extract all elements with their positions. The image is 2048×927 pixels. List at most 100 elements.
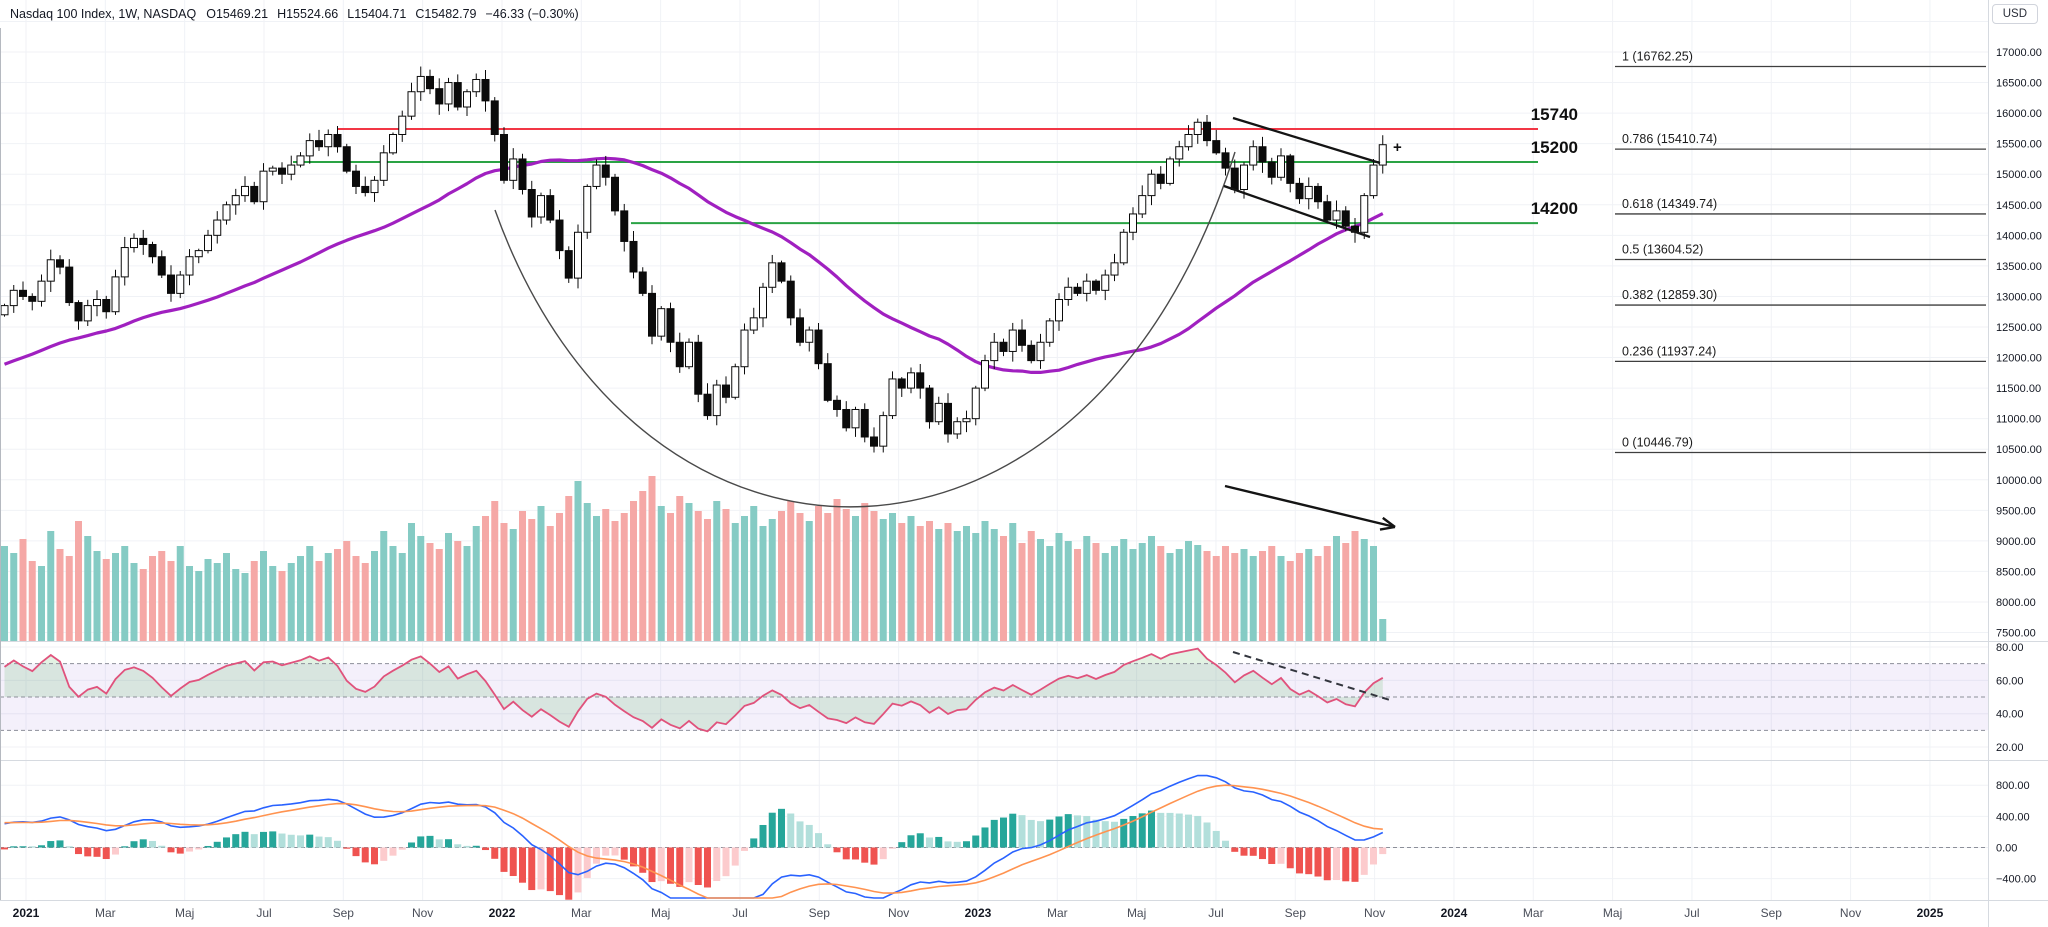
macd-histogram-bar bbox=[361, 847, 369, 863]
macd-histogram-bar bbox=[167, 847, 175, 853]
price-axis[interactable]: 17000.00 16500.00 16000.00 15500.00 15000.00… bbox=[1996, 47, 2042, 886]
candle-body bbox=[1341, 210, 1350, 227]
candle-body bbox=[1323, 201, 1332, 221]
volume-bar bbox=[1351, 531, 1359, 641]
volume-bar bbox=[56, 549, 64, 641]
volume-bar bbox=[454, 541, 462, 641]
time-tick-label: Sep bbox=[1761, 906, 1783, 920]
macd-tick-label: 400.00 bbox=[1996, 811, 2030, 823]
macd-histogram-bar bbox=[759, 824, 767, 848]
volume-bar bbox=[713, 501, 721, 641]
candle-body bbox=[453, 82, 462, 108]
signal-line bbox=[4, 784, 1383, 899]
volume-bar bbox=[741, 516, 748, 641]
macd-histogram-bar bbox=[1018, 815, 1026, 848]
macd-histogram-bar bbox=[565, 847, 573, 900]
time-tick-label: Nov bbox=[412, 906, 433, 920]
price-tick-label: 14000.00 bbox=[1996, 230, 2042, 242]
macd-histogram-bar bbox=[398, 847, 406, 850]
macd-histogram-bar bbox=[953, 841, 961, 848]
volume-bar bbox=[768, 519, 776, 641]
wedge-trendline bbox=[1223, 184, 1371, 239]
time-tick-label: Nov bbox=[1364, 906, 1385, 920]
fib-level-label: 0.236 (11937.24) bbox=[1622, 344, 1716, 358]
volume-bar bbox=[1212, 556, 1220, 641]
macd-histogram-bar bbox=[676, 847, 684, 887]
grid-layer bbox=[0, 0, 1988, 900]
candle-body bbox=[0, 305, 9, 316]
currency-button[interactable]: USD bbox=[1991, 4, 2038, 24]
candle-body bbox=[28, 295, 37, 302]
volume-bar bbox=[426, 543, 434, 641]
fib-level-label: 0.786 (15410.74) bbox=[1622, 132, 1717, 146]
macd-histogram-bar bbox=[1379, 847, 1387, 855]
macd-histogram-bar bbox=[463, 845, 471, 848]
candle-body bbox=[1277, 155, 1285, 178]
symbol-title: Nasdaq 100 Index, 1W, NASDAQ bbox=[10, 7, 197, 21]
macd-histogram-bar bbox=[1074, 815, 1081, 848]
macd-histogram-bar bbox=[1222, 840, 1229, 848]
macd-histogram-bar bbox=[1157, 812, 1165, 848]
macd-histogram-bar bbox=[75, 847, 82, 855]
volume-bar bbox=[889, 513, 896, 641]
volume-layer bbox=[1, 476, 1387, 641]
candle-body bbox=[130, 237, 138, 249]
macd-histogram-bar bbox=[805, 824, 813, 848]
macd-histogram-bar bbox=[1083, 815, 1091, 848]
macd-histogram-bar bbox=[139, 839, 147, 848]
fib-level-label: 0.5 (13604.52) bbox=[1622, 242, 1703, 256]
macd-histogram-bar bbox=[1092, 819, 1100, 848]
macd-histogram-bar bbox=[260, 831, 267, 848]
candle-body bbox=[916, 372, 925, 389]
time-axis[interactable]: 2021 Mar Maj Jul Sep Nov 2022 Mar Maj Jul Sep Nov 20… bbox=[13, 906, 1944, 920]
macd-histogram-bar bbox=[1268, 847, 1276, 865]
volume-bar bbox=[1111, 546, 1118, 641]
macd-histogram-bar bbox=[408, 842, 415, 848]
candle-body bbox=[620, 210, 629, 242]
volume-bar bbox=[260, 551, 267, 641]
volume-bar bbox=[287, 563, 295, 641]
macd-histogram-bar bbox=[278, 833, 286, 848]
macd-histogram-bar bbox=[102, 847, 110, 860]
volume-bar bbox=[1092, 543, 1100, 641]
time-tick-label: 2024 bbox=[1441, 906, 1468, 920]
volume-bar bbox=[1259, 551, 1266, 641]
symbol-legend[interactable]: Nasdaq 100 Index, 1W, NASDAQ O15469.21 H15… bbox=[10, 7, 588, 21]
candle-body bbox=[999, 341, 1008, 352]
fib-level-label: 0.382 (12859.30) bbox=[1622, 288, 1717, 302]
macd-histogram-bar bbox=[1129, 816, 1137, 848]
macd-histogram-bar bbox=[990, 819, 998, 848]
candle-body bbox=[352, 170, 360, 187]
price-tick-label: 16500.00 bbox=[1996, 78, 2042, 90]
rsi-area-fill bbox=[4, 648, 1383, 732]
macd-histogram-bar bbox=[583, 847, 591, 878]
candle-body bbox=[833, 399, 841, 410]
macd-histogram-bar bbox=[1203, 822, 1211, 848]
candle-body bbox=[1184, 133, 1193, 148]
macd-histogram-bar bbox=[657, 847, 665, 882]
time-tick-label: Nov bbox=[888, 906, 909, 920]
candle-body bbox=[675, 341, 684, 368]
candle-body bbox=[1378, 144, 1387, 166]
volume-bar bbox=[398, 553, 406, 641]
macd-histogram-bar bbox=[232, 834, 240, 848]
candle-body bbox=[65, 266, 74, 304]
macd-histogram-bar bbox=[528, 847, 536, 891]
macd-histogram-bar bbox=[93, 847, 101, 857]
macd-histogram-bar bbox=[815, 833, 822, 848]
volume-bar bbox=[1129, 549, 1137, 641]
macd-histogram-bar bbox=[19, 846, 27, 848]
volume-bar bbox=[926, 521, 933, 641]
candle-body bbox=[176, 274, 185, 294]
time-tick-label: Maj bbox=[1603, 906, 1622, 920]
rsi-tick-label: 40.00 bbox=[1996, 709, 2024, 721]
candle-body bbox=[786, 280, 795, 319]
candle-body bbox=[1240, 164, 1248, 190]
price-tick-label: 15000.00 bbox=[1996, 169, 2042, 181]
volume-bar bbox=[815, 506, 822, 641]
macd-histogram-bar bbox=[602, 847, 610, 856]
volume-bar bbox=[704, 519, 711, 641]
volume-bar bbox=[1360, 539, 1368, 641]
